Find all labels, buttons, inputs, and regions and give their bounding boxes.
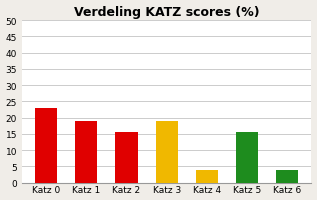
Bar <box>236 133 258 183</box>
Bar <box>196 170 218 183</box>
Bar <box>276 170 298 183</box>
Bar <box>75 121 97 183</box>
Title: Verdeling KATZ scores (%): Verdeling KATZ scores (%) <box>74 6 260 18</box>
Bar <box>115 133 138 183</box>
Bar <box>35 108 57 183</box>
Bar <box>156 121 178 183</box>
